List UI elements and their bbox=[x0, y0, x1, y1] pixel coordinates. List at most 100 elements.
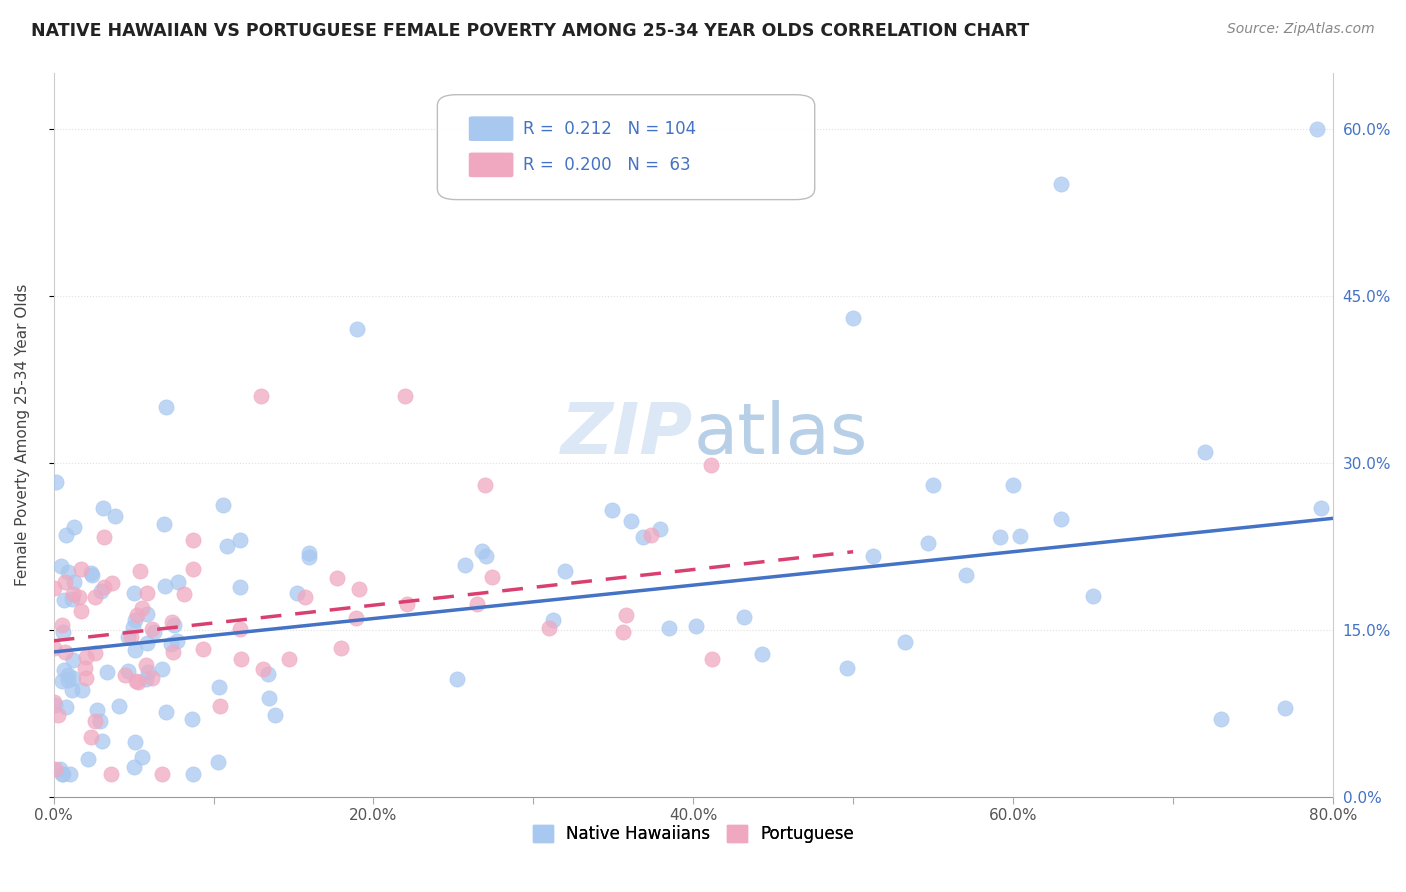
Point bbox=[53, 645, 76, 659]
Point bbox=[467, 597, 489, 611]
FancyBboxPatch shape bbox=[468, 116, 515, 142]
Point bbox=[481, 570, 503, 584]
Point bbox=[52, 624, 75, 639]
Point bbox=[208, 699, 231, 714]
Point bbox=[181, 533, 204, 547]
Point bbox=[250, 389, 273, 403]
Point bbox=[159, 637, 181, 651]
Point bbox=[700, 652, 723, 666]
Point bbox=[155, 400, 177, 414]
Point bbox=[104, 509, 127, 524]
Point bbox=[150, 767, 173, 781]
Point bbox=[89, 714, 111, 728]
Point bbox=[128, 564, 150, 578]
Point bbox=[117, 664, 139, 678]
Point bbox=[80, 566, 103, 580]
Point bbox=[93, 500, 115, 515]
Point bbox=[326, 571, 349, 585]
Point bbox=[835, 660, 858, 674]
Text: atlas: atlas bbox=[693, 401, 868, 469]
Point bbox=[62, 587, 84, 601]
Point bbox=[75, 671, 97, 685]
Point bbox=[257, 667, 280, 681]
Point bbox=[60, 591, 83, 606]
Point bbox=[48, 763, 70, 777]
Point bbox=[56, 565, 79, 579]
Y-axis label: Female Poverty Among 25-34 Year Olds: Female Poverty Among 25-34 Year Olds bbox=[15, 284, 30, 586]
Point bbox=[53, 575, 76, 590]
Point bbox=[751, 648, 773, 662]
Point bbox=[42, 695, 65, 709]
FancyBboxPatch shape bbox=[437, 95, 814, 200]
Point bbox=[124, 613, 146, 627]
Point bbox=[181, 562, 204, 576]
Point bbox=[63, 519, 86, 533]
Point bbox=[62, 653, 84, 667]
Point bbox=[163, 617, 186, 632]
Point bbox=[1306, 121, 1329, 136]
Point bbox=[228, 622, 250, 636]
Point bbox=[344, 610, 367, 624]
Point bbox=[1010, 529, 1032, 543]
Point bbox=[80, 567, 103, 582]
Point bbox=[252, 662, 274, 676]
Point bbox=[263, 707, 285, 722]
Point bbox=[894, 635, 917, 649]
Point bbox=[207, 755, 229, 769]
Point bbox=[453, 558, 475, 572]
Point bbox=[394, 389, 416, 403]
Point bbox=[51, 617, 73, 632]
Point bbox=[131, 601, 153, 615]
Point bbox=[135, 672, 157, 686]
Point bbox=[173, 587, 195, 601]
Point bbox=[612, 625, 634, 640]
Point bbox=[153, 579, 176, 593]
Point bbox=[700, 458, 723, 472]
Point bbox=[150, 662, 173, 676]
Point bbox=[1050, 178, 1073, 192]
Point bbox=[75, 661, 97, 675]
Point bbox=[80, 730, 103, 744]
Point bbox=[125, 673, 148, 688]
Point bbox=[124, 735, 146, 749]
Point bbox=[51, 558, 73, 573]
Point bbox=[117, 630, 139, 644]
Point bbox=[84, 714, 107, 728]
Point bbox=[51, 767, 73, 781]
Legend: Native Hawaiians, Portuguese: Native Hawaiians, Portuguese bbox=[526, 818, 860, 850]
Point bbox=[614, 608, 637, 623]
Point bbox=[631, 530, 654, 544]
Point bbox=[474, 478, 496, 492]
Point bbox=[63, 575, 86, 590]
Point bbox=[554, 565, 576, 579]
Point bbox=[217, 540, 239, 554]
Point bbox=[60, 682, 83, 697]
Point bbox=[658, 621, 681, 635]
Point bbox=[55, 700, 77, 714]
Point bbox=[52, 663, 75, 677]
Point bbox=[121, 620, 143, 634]
Point bbox=[1194, 444, 1216, 458]
Point bbox=[114, 668, 136, 682]
Point bbox=[298, 546, 321, 560]
Point bbox=[212, 498, 235, 512]
Point bbox=[685, 619, 707, 633]
Point bbox=[141, 671, 163, 685]
Point bbox=[648, 522, 671, 536]
Point bbox=[84, 646, 107, 660]
Point bbox=[1274, 700, 1296, 714]
Point bbox=[1001, 478, 1024, 492]
Point bbox=[231, 652, 253, 666]
Point bbox=[346, 322, 368, 336]
Point bbox=[122, 760, 145, 774]
Point bbox=[135, 657, 157, 672]
Point bbox=[297, 549, 319, 564]
Point bbox=[1081, 589, 1104, 603]
Point bbox=[62, 671, 84, 685]
Point bbox=[55, 528, 77, 542]
Point bbox=[108, 698, 131, 713]
Point bbox=[136, 665, 159, 680]
Point bbox=[330, 640, 353, 655]
Point bbox=[640, 527, 662, 541]
Point bbox=[1209, 712, 1232, 726]
